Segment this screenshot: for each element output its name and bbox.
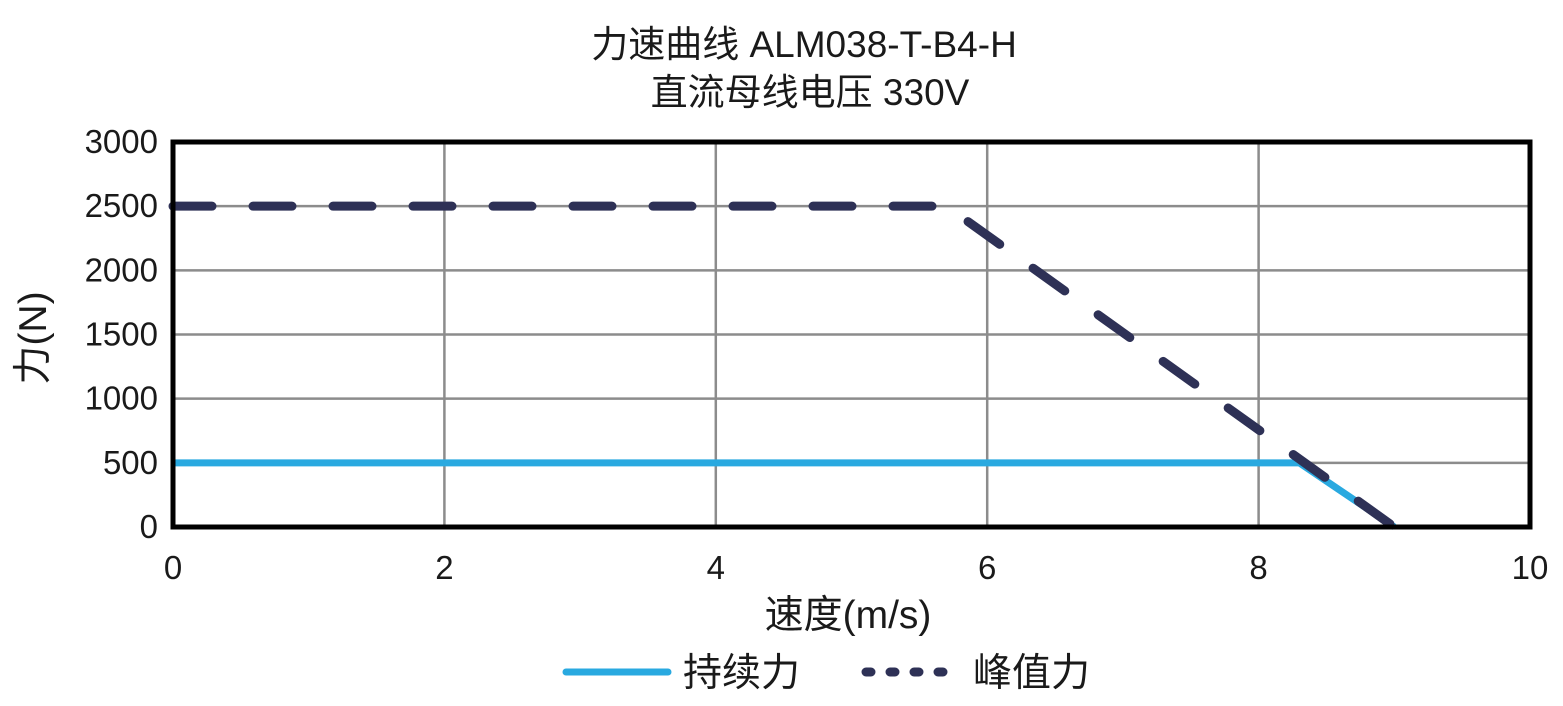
x-tick-label: 10 <box>1512 549 1549 586</box>
x-tick-label: 0 <box>164 549 182 586</box>
y-tick-label: 1500 <box>85 316 158 353</box>
series-lines <box>168 201 1399 532</box>
x-tick-label: 2 <box>435 549 453 586</box>
chart-title-line-1: 力速曲线 ALM038-T-B4-H <box>591 24 1017 65</box>
chart-title-line-2: 直流母线电压 330V <box>651 72 970 113</box>
x-tick-label: 8 <box>1249 549 1267 586</box>
peak-force-line <box>168 201 1399 532</box>
x-axis-label: 速度(m/s) <box>765 594 932 637</box>
legend: 持续力 峰值力 <box>562 652 1090 695</box>
y-tick-label: 2500 <box>85 187 158 224</box>
x-tick-labels: 0 2 4 6 8 10 <box>164 549 1549 586</box>
y-axis-label: 力(N) <box>12 291 55 384</box>
y-tick-label: 1000 <box>85 380 158 417</box>
y-tick-label: 3000 <box>85 123 158 160</box>
y-tick-label: 0 <box>140 508 158 545</box>
y-tick-labels: 0 500 1000 1500 2000 2500 3000 <box>85 123 158 545</box>
legend-peak-force-label: 峰值力 <box>973 652 1090 695</box>
gridlines <box>173 142 1530 527</box>
legend-continuous-force-label: 持续力 <box>683 652 800 695</box>
x-tick-label: 6 <box>978 549 996 586</box>
y-tick-label: 500 <box>103 444 158 481</box>
plot-border <box>170 139 1533 530</box>
x-tick-label: 4 <box>707 549 725 586</box>
y-tick-label: 2000 <box>85 251 158 288</box>
continuous-force-line <box>173 459 1397 530</box>
